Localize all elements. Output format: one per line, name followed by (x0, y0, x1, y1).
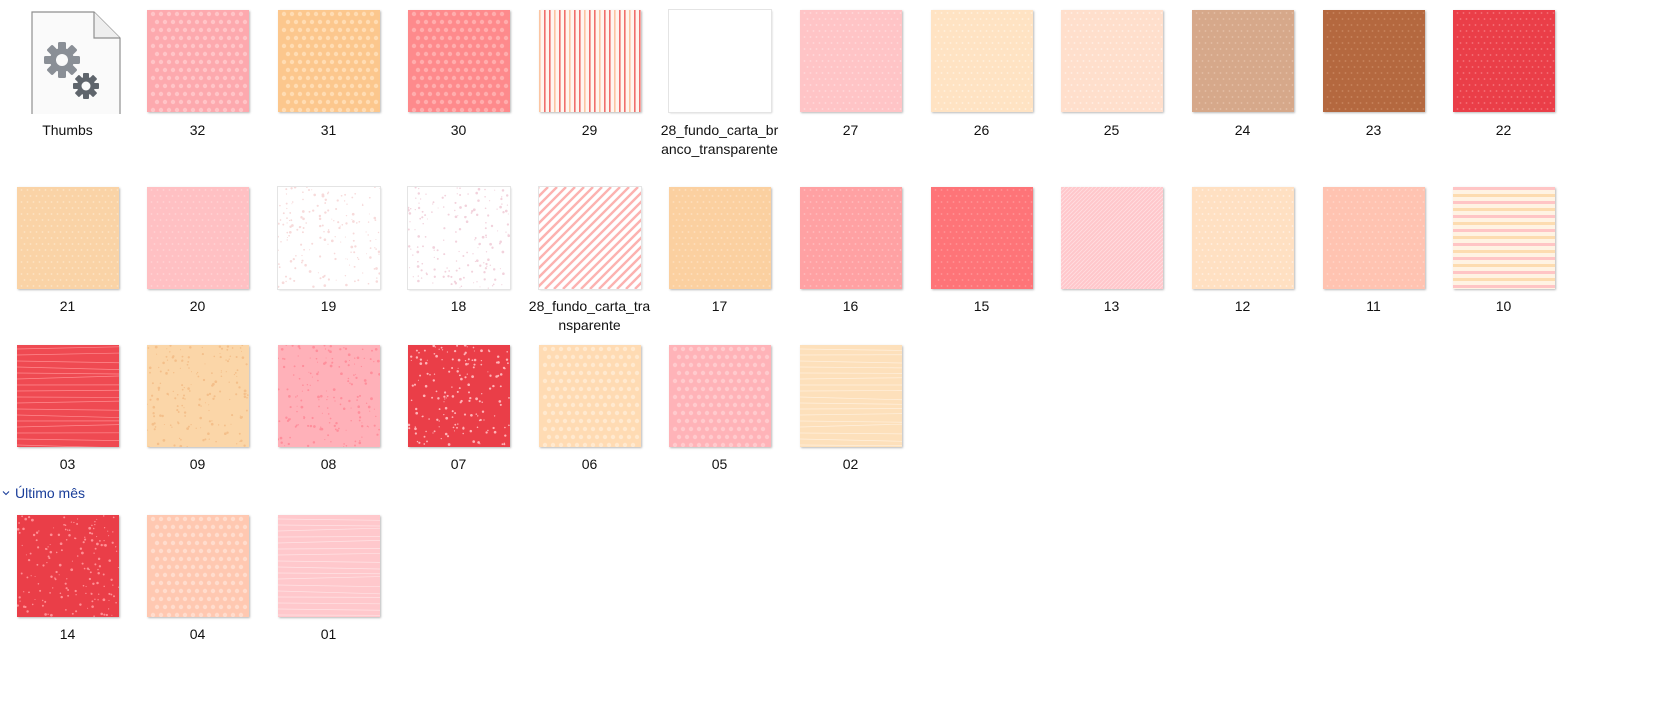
file-label: 04 (189, 626, 206, 642)
file-label: 23 (1365, 122, 1382, 138)
thumbnail (408, 10, 510, 112)
thumbnail (669, 345, 771, 447)
thumbnail (800, 10, 902, 112)
file-label: 26 (973, 122, 990, 138)
thumbnail (147, 515, 249, 617)
thumbnail (17, 345, 119, 447)
thumbnail (278, 515, 380, 617)
file-label: 10 (1495, 298, 1512, 314)
thumbnail (408, 345, 510, 447)
group-header-label: Último mês (15, 485, 86, 501)
thumbnail (539, 187, 641, 289)
file-label: 09 (189, 456, 206, 472)
file-label: 05 (711, 456, 728, 472)
file-label: 25 (1103, 122, 1120, 138)
thumbnail (278, 187, 380, 289)
file-label: Thumbs (42, 122, 93, 138)
thumbnail (1323, 10, 1425, 112)
file-label: 12 (1234, 298, 1251, 314)
chevron-down-icon[interactable] (1, 488, 11, 498)
file-label: 13 (1103, 298, 1120, 314)
thumbnail (1453, 187, 1555, 289)
file-label: 21 (59, 298, 76, 314)
thumbnail (800, 345, 902, 447)
thumbnail (147, 187, 249, 289)
file-label: 14 (59, 626, 76, 642)
file-label: 01 (320, 626, 337, 642)
file-label: 06 (581, 456, 598, 472)
file-label: 29 (581, 122, 598, 138)
thumbnail (539, 10, 641, 112)
thumbnail (1192, 187, 1294, 289)
file-label: 18 (450, 298, 467, 314)
file-label: 32 (189, 122, 206, 138)
thumbnail (147, 345, 249, 447)
file-label: 30 (450, 122, 467, 138)
thumbnail (147, 10, 249, 112)
group-header-ultimo-mes[interactable]: Último mês (1, 483, 85, 503)
thumbnail (931, 10, 1033, 112)
file-label: 28_fundo_carta_transparente (528, 298, 651, 333)
file-label: 03 (59, 456, 76, 472)
file-label: 19 (320, 298, 337, 314)
file-label: 24 (1234, 122, 1251, 138)
file-label: 07 (450, 456, 467, 472)
settings-file-icon (31, 11, 121, 114)
thumbnail (278, 10, 380, 112)
file-label: 17 (711, 298, 728, 314)
thumbnail (1453, 10, 1555, 112)
file-label: 16 (842, 298, 859, 314)
file-label: 31 (320, 122, 337, 138)
thumbnail (17, 515, 119, 617)
thumbnail (408, 187, 510, 289)
thumbnail (1192, 10, 1294, 112)
thumbnail (1323, 187, 1425, 289)
thumbnail (278, 345, 380, 447)
thumbnail (17, 187, 119, 289)
thumbnail (1061, 10, 1163, 112)
thumbnail (931, 187, 1033, 289)
file-label: 27 (842, 122, 859, 138)
thumbnail (669, 10, 771, 112)
file-label: 11 (1366, 298, 1381, 314)
file-label: 15 (973, 298, 990, 314)
thumbnail (800, 187, 902, 289)
file-label: 28_fundo_carta_branco_transparente (660, 122, 779, 157)
file-label: 08 (320, 456, 337, 472)
thumbnail (1061, 187, 1163, 289)
file-label: 20 (189, 298, 206, 314)
thumbnail (539, 345, 641, 447)
file-label: 02 (842, 456, 859, 472)
thumbnail (669, 187, 771, 289)
file-label: 22 (1495, 122, 1512, 138)
